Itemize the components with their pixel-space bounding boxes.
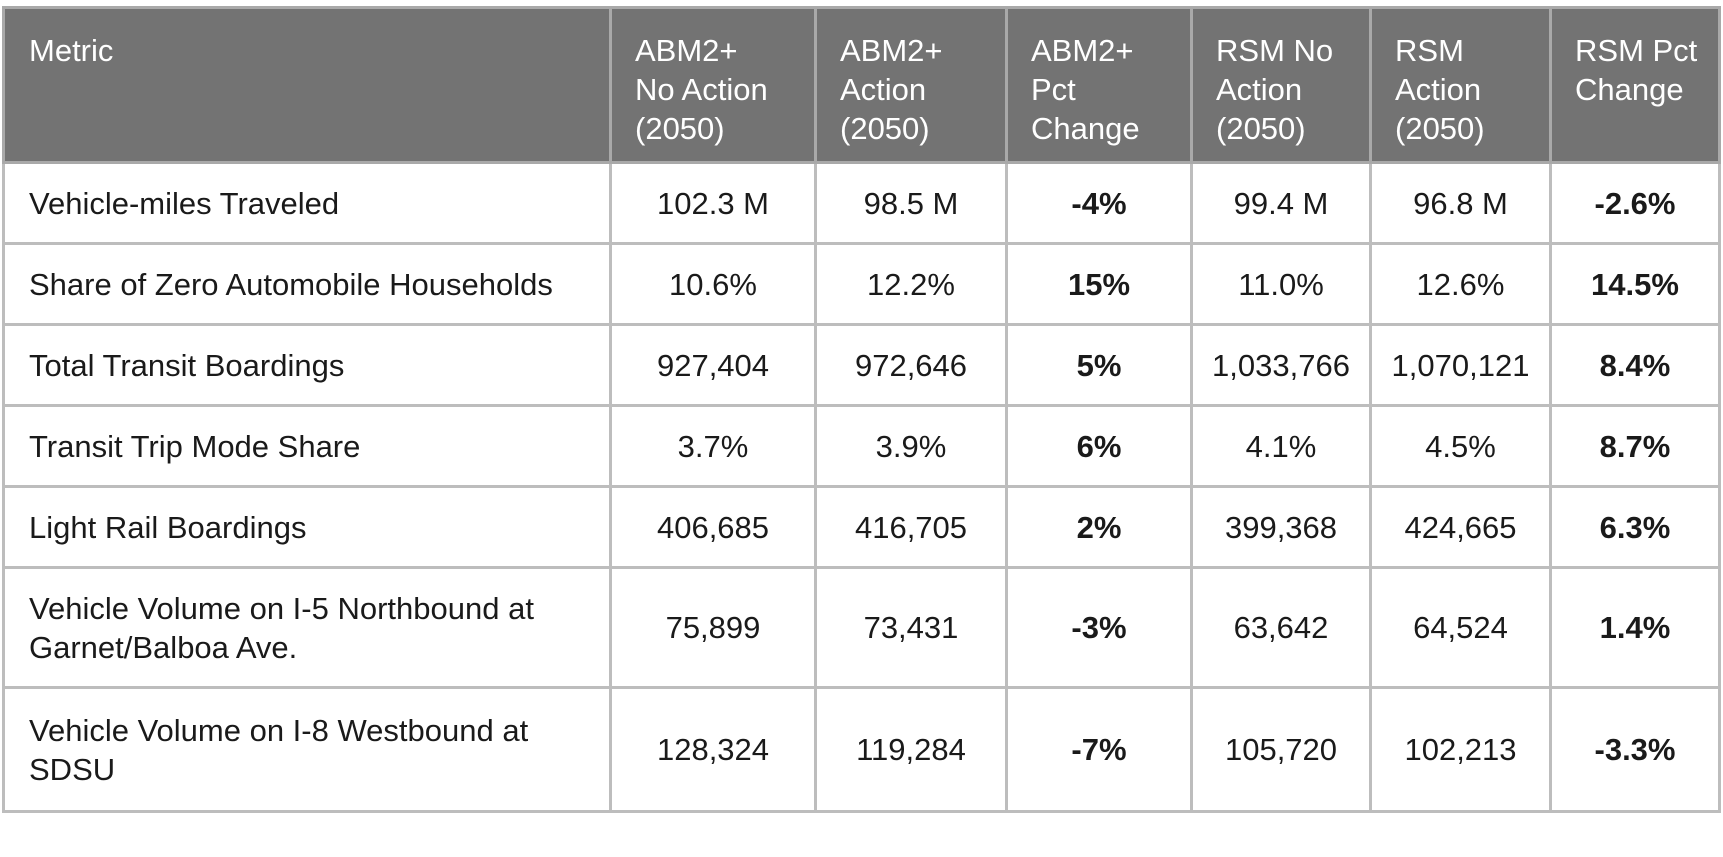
abm-action-cell: 73,431	[814, 566, 1008, 689]
rsm-action-cell: 4.5%	[1369, 404, 1552, 488]
abm-pct-change-cell: -4%	[1005, 161, 1193, 245]
header-metric-line-1: Metric	[29, 33, 114, 68]
rsm-no-action-cell: 1,033,766	[1190, 323, 1372, 407]
header-line: RSM Pct	[1575, 33, 1698, 68]
metric-cell: Light Rail Boardings	[2, 485, 612, 569]
header-metric: Metric	[2, 6, 612, 164]
rsm-no-action-cell: 4.1%	[1190, 404, 1372, 488]
table-row: Vehicle Volume on I-8 Westbound at SDSU …	[2, 686, 1721, 813]
rsm-pct-change-cell: -3.3%	[1549, 686, 1721, 813]
metric-cell: Total Transit Boardings	[2, 323, 612, 407]
header-abm-no-action: ABM2+ No Action (2050)	[609, 6, 817, 164]
abm-no-action-cell: 3.7%	[609, 404, 817, 488]
table-row: Vehicle Volume on I-5 Northbound at Garn…	[2, 566, 1721, 689]
metric-label: Vehicle-miles Traveled	[29, 185, 340, 221]
table-row: Total Transit Boardings 927,404 972,646 …	[2, 323, 1721, 407]
header-line: Action	[840, 72, 927, 107]
rsm-action-cell: 102,213	[1369, 686, 1552, 813]
metric-label-line-2: Garnet/Balboa Ave.	[29, 629, 298, 665]
rsm-no-action-cell: 399,368	[1190, 485, 1372, 569]
rsm-pct-change-cell: 8.7%	[1549, 404, 1721, 488]
abm-action-cell: 416,705	[814, 485, 1008, 569]
rsm-no-action-cell: 11.0%	[1190, 242, 1372, 326]
header-abm-pct-change: ABM2+ Pct Change	[1005, 6, 1193, 164]
abm-no-action-cell: 128,324	[609, 686, 817, 813]
header-line: (2050)	[1216, 111, 1306, 146]
header-rsm-pct-change: RSM Pct Change	[1549, 6, 1721, 164]
metric-cell: Transit Trip Mode Share	[2, 404, 612, 488]
abm-pct-change-cell: 6%	[1005, 404, 1193, 488]
table-row: Transit Trip Mode Share 3.7% 3.9% 6% 4.1…	[2, 404, 1721, 488]
abm-action-cell: 12.2%	[814, 242, 1008, 326]
rsm-action-cell: 64,524	[1369, 566, 1552, 689]
header-line: Change	[1575, 72, 1684, 107]
metric-cell: Vehicle-miles Traveled	[2, 161, 612, 245]
abm-action-cell: 3.9%	[814, 404, 1008, 488]
header-rsm-action: RSM Action (2050)	[1369, 6, 1552, 164]
abm-no-action-cell: 75,899	[609, 566, 817, 689]
rsm-action-cell: 424,665	[1369, 485, 1552, 569]
rsm-action-cell: 96.8 M	[1369, 161, 1552, 245]
rsm-no-action-cell: 63,642	[1190, 566, 1372, 689]
metric-cell: Share of Zero Automobile Households	[2, 242, 612, 326]
rsm-pct-change-cell: 6.3%	[1549, 485, 1721, 569]
table-row: Light Rail Boardings 406,685 416,705 2% …	[2, 485, 1721, 569]
header-abm-action: ABM2+ Action (2050)	[814, 6, 1008, 164]
header-line: RSM No	[1216, 33, 1334, 68]
rsm-pct-change-cell: 8.4%	[1549, 323, 1721, 407]
rsm-no-action-cell: 99.4 M	[1190, 161, 1372, 245]
abm-no-action-cell: 927,404	[609, 323, 817, 407]
abm-no-action-cell: 102.3 M	[609, 161, 817, 245]
rsm-no-action-cell: 105,720	[1190, 686, 1372, 813]
table-row: Share of Zero Automobile Households 10.6…	[2, 242, 1721, 326]
abm-pct-change-cell: 5%	[1005, 323, 1193, 407]
header-line: (2050)	[635, 111, 725, 146]
rsm-pct-change-cell: 1.4%	[1549, 566, 1721, 689]
header-line: ABM2+	[1031, 33, 1134, 68]
metric-label: Light Rail Boardings	[29, 509, 307, 545]
table-row: Vehicle-miles Traveled 102.3 M 98.5 M -4…	[2, 161, 1721, 245]
header-line: Action	[1395, 72, 1482, 107]
metric-label-line-1: Vehicle Volume on I-8 Westbound at	[29, 712, 529, 748]
header-line: ABM2+	[840, 33, 943, 68]
abm-no-action-cell: 406,685	[609, 485, 817, 569]
abm-action-cell: 119,284	[814, 686, 1008, 813]
metric-cell: Vehicle Volume on I-8 Westbound at SDSU	[2, 686, 612, 813]
header-line: Change	[1031, 111, 1140, 146]
metric-label: Share of Zero Automobile Households	[29, 266, 553, 302]
metric-label-line-1: Vehicle Volume on I-5 Northbound at	[29, 590, 534, 626]
metric-label: Transit Trip Mode Share	[29, 428, 361, 464]
header-line: (2050)	[1395, 111, 1485, 146]
metric-cell: Vehicle Volume on I-5 Northbound at Garn…	[2, 566, 612, 689]
header-rsm-no-action: RSM No Action (2050)	[1190, 6, 1372, 164]
header-line: ABM2+	[635, 33, 738, 68]
rsm-action-cell: 1,070,121	[1369, 323, 1552, 407]
rsm-action-cell: 12.6%	[1369, 242, 1552, 326]
abm-no-action-cell: 10.6%	[609, 242, 817, 326]
comparison-table: Metric ABM2+ No Action (2050) ABM2+ Acti…	[2, 6, 1721, 813]
table-header: Metric ABM2+ No Action (2050) ABM2+ Acti…	[2, 6, 1721, 164]
header-line: Pct	[1031, 72, 1076, 107]
abm-pct-change-cell: -3%	[1005, 566, 1193, 689]
header-line: (2050)	[840, 111, 930, 146]
abm-action-cell: 972,646	[814, 323, 1008, 407]
abm-action-cell: 98.5 M	[814, 161, 1008, 245]
rsm-pct-change-cell: 14.5%	[1549, 242, 1721, 326]
metric-label-line-2: SDSU	[29, 751, 116, 787]
header-line: Action	[1216, 72, 1303, 107]
abm-pct-change-cell: 15%	[1005, 242, 1193, 326]
rsm-pct-change-cell: -2.6%	[1549, 161, 1721, 245]
header-line: RSM	[1395, 33, 1464, 68]
table-body: Vehicle-miles Traveled 102.3 M 98.5 M -4…	[2, 161, 1721, 813]
abm-pct-change-cell: 2%	[1005, 485, 1193, 569]
abm-pct-change-cell: -7%	[1005, 686, 1193, 813]
metric-label: Total Transit Boardings	[29, 347, 345, 383]
header-line: No Action	[635, 72, 768, 107]
header-row: Metric ABM2+ No Action (2050) ABM2+ Acti…	[2, 6, 1721, 164]
